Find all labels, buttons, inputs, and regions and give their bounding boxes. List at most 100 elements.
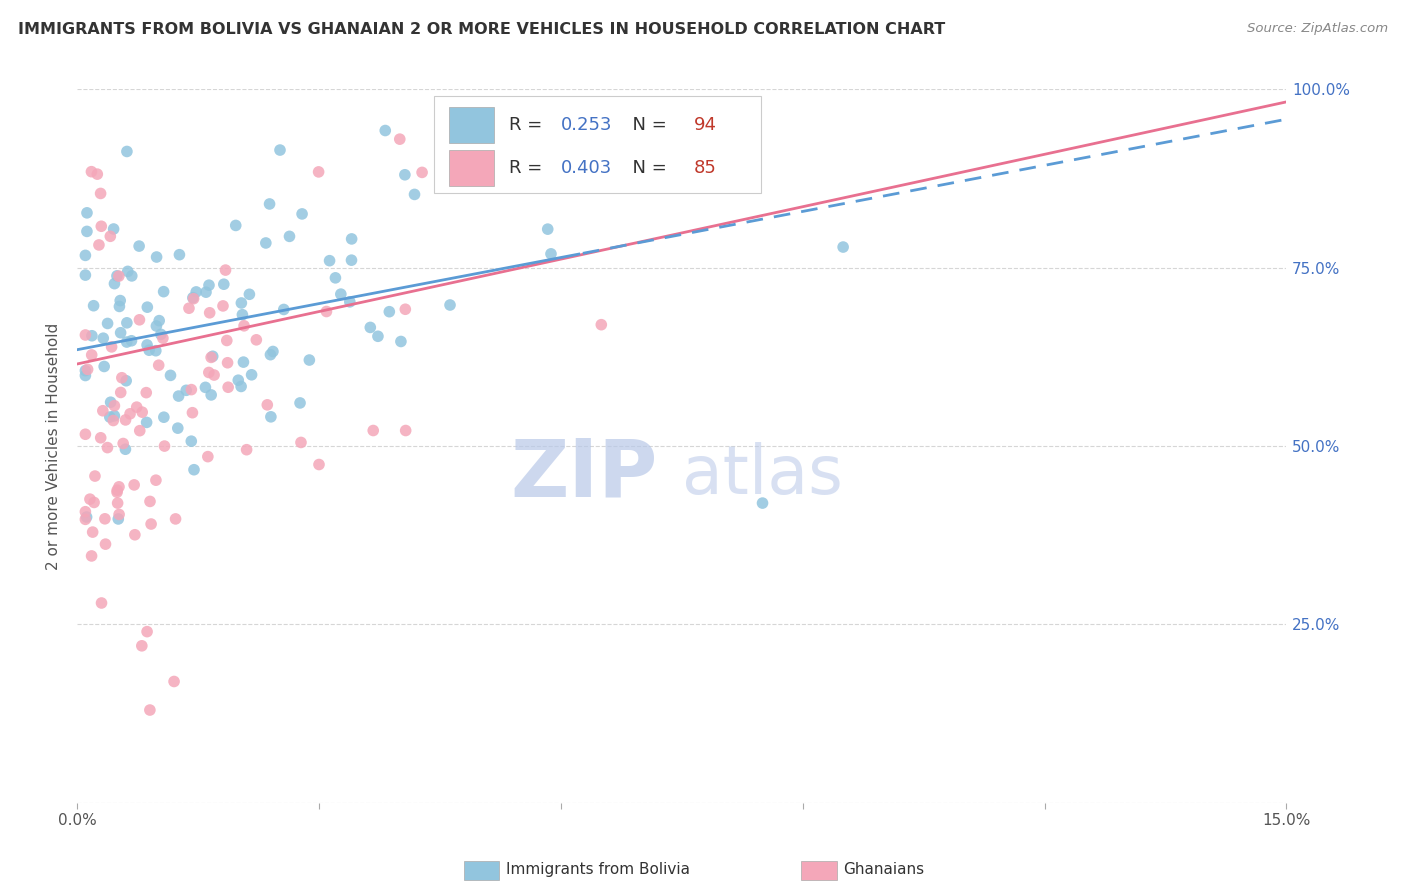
Point bbox=[169, 248, 191, 262]
Point bbox=[75, 268, 97, 282]
Point bbox=[136, 624, 159, 639]
Point bbox=[212, 277, 235, 292]
Point bbox=[122, 478, 145, 492]
Point bbox=[110, 293, 132, 308]
Point bbox=[90, 219, 112, 234]
Point bbox=[112, 436, 135, 450]
Point bbox=[145, 473, 167, 487]
Point bbox=[91, 403, 114, 417]
Point bbox=[201, 349, 224, 363]
Text: 94: 94 bbox=[695, 116, 717, 134]
Point bbox=[298, 353, 321, 368]
Point bbox=[131, 639, 153, 653]
Text: 0.403: 0.403 bbox=[561, 159, 612, 177]
Point bbox=[751, 496, 773, 510]
Point bbox=[105, 485, 128, 500]
Point bbox=[288, 396, 311, 410]
Point bbox=[167, 389, 190, 403]
Point bbox=[198, 278, 221, 293]
Point bbox=[91, 331, 114, 345]
Point bbox=[115, 145, 138, 159]
Point bbox=[110, 385, 132, 400]
Point bbox=[374, 123, 396, 137]
Point bbox=[108, 508, 131, 522]
Point bbox=[136, 300, 159, 314]
Point bbox=[540, 247, 562, 261]
Point bbox=[103, 409, 125, 423]
Point bbox=[226, 373, 249, 387]
Point bbox=[329, 287, 352, 301]
Point bbox=[76, 510, 98, 524]
Point bbox=[163, 674, 186, 689]
Point bbox=[75, 427, 97, 442]
Point bbox=[152, 331, 174, 345]
Text: R =: R = bbox=[509, 159, 548, 177]
Point bbox=[537, 222, 560, 236]
Point bbox=[90, 596, 112, 610]
Point bbox=[235, 442, 257, 457]
Point bbox=[340, 232, 363, 246]
Point bbox=[200, 351, 222, 365]
Point bbox=[832, 240, 855, 254]
Point bbox=[262, 344, 284, 359]
Point bbox=[139, 703, 162, 717]
Point bbox=[75, 368, 97, 383]
Point bbox=[105, 268, 128, 283]
Point bbox=[325, 270, 347, 285]
Point bbox=[138, 343, 160, 358]
Point bbox=[318, 253, 340, 268]
Point bbox=[86, 167, 108, 181]
Point bbox=[404, 187, 426, 202]
Point bbox=[108, 300, 131, 314]
Point bbox=[76, 362, 98, 376]
FancyBboxPatch shape bbox=[449, 150, 495, 186]
Point bbox=[75, 328, 97, 343]
Point bbox=[75, 363, 97, 377]
Point bbox=[591, 318, 613, 332]
Point bbox=[214, 263, 236, 277]
Point bbox=[128, 313, 150, 327]
Point bbox=[103, 222, 125, 236]
Point bbox=[153, 410, 176, 425]
Point bbox=[290, 435, 312, 450]
Text: R =: R = bbox=[509, 116, 548, 134]
Point bbox=[84, 469, 107, 483]
Point bbox=[217, 380, 239, 394]
Point bbox=[308, 165, 330, 179]
Point bbox=[103, 413, 125, 427]
Point bbox=[108, 480, 131, 494]
Point bbox=[110, 326, 132, 340]
Point bbox=[145, 318, 167, 333]
Point bbox=[509, 175, 531, 189]
Point bbox=[195, 285, 218, 300]
Point bbox=[145, 250, 167, 264]
Point bbox=[389, 334, 412, 349]
Point bbox=[128, 424, 150, 438]
Point bbox=[198, 366, 221, 380]
Point bbox=[202, 368, 225, 382]
Point bbox=[315, 304, 337, 318]
Point bbox=[439, 298, 461, 312]
Point bbox=[395, 424, 418, 438]
Point bbox=[394, 302, 416, 317]
Point bbox=[181, 406, 204, 420]
Point bbox=[197, 450, 219, 464]
Point bbox=[240, 368, 263, 382]
Point bbox=[256, 398, 278, 412]
Point bbox=[232, 355, 254, 369]
Point bbox=[394, 168, 416, 182]
Point bbox=[107, 496, 129, 510]
Text: 85: 85 bbox=[695, 159, 717, 177]
Point bbox=[186, 285, 208, 299]
Point bbox=[115, 374, 138, 388]
Point bbox=[148, 358, 170, 372]
Point bbox=[229, 379, 252, 393]
Point bbox=[125, 400, 148, 414]
Point bbox=[80, 348, 103, 362]
Point bbox=[80, 549, 103, 563]
Point bbox=[75, 512, 97, 526]
Point bbox=[200, 388, 222, 402]
Point bbox=[388, 132, 411, 146]
Point bbox=[75, 505, 97, 519]
Point bbox=[103, 399, 125, 413]
